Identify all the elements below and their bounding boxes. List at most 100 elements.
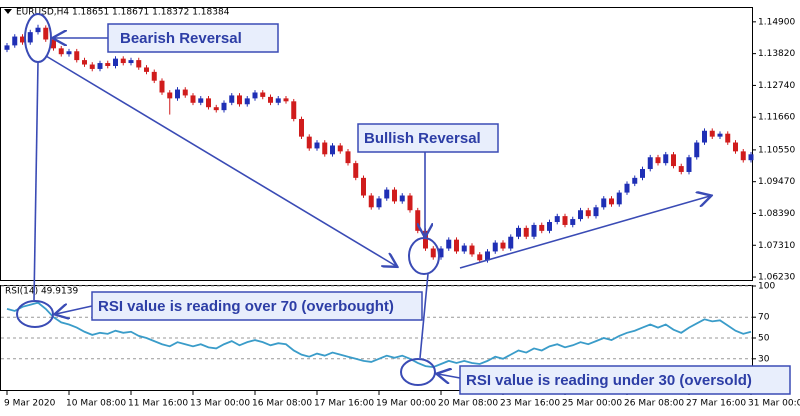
candle-body	[585, 210, 591, 217]
candle-body	[671, 154, 676, 167]
candle-body	[120, 58, 126, 64]
candle-body	[159, 80, 165, 93]
x-tick-label: 27 Mar 16:00	[686, 399, 746, 409]
candle-body	[624, 183, 630, 193]
candle-body	[167, 92, 173, 99]
connector	[419, 273, 429, 359]
annotation-box	[459, 365, 791, 395]
candle-body	[593, 207, 599, 217]
candle-body	[299, 118, 304, 137]
candle-body	[609, 198, 614, 205]
candle-body	[27, 32, 33, 43]
x-tick-label: 31 Mar 00:00	[748, 399, 800, 409]
candle-body	[601, 198, 607, 208]
candle-body	[469, 245, 475, 255]
candle-body	[663, 154, 669, 164]
x-tick-label: 10 Mar 08:00	[66, 399, 126, 409]
arrow	[438, 374, 461, 378]
candle-body	[198, 98, 204, 103]
x-tick-label: 20 Mar 08:00	[438, 399, 498, 409]
annotation-box	[107, 23, 279, 53]
candle-body	[175, 89, 180, 99]
x-tick-label: 13 Mar 00:00	[190, 399, 250, 409]
y-tick-label: 30	[758, 354, 770, 364]
candle-body	[4, 45, 10, 50]
candle-body	[128, 60, 134, 64]
candle-body	[182, 89, 188, 96]
candle-body	[345, 151, 351, 164]
y-tick-label: 1.07310	[758, 241, 795, 251]
annotation: RSI value is reading under 30 (oversold)	[466, 372, 752, 389]
x-tick-label: 19 Mar 00:00	[376, 399, 436, 409]
candle-body	[314, 142, 320, 149]
x-tick-label: 9 Mar 2020	[4, 399, 56, 409]
candle-body	[275, 98, 281, 103]
x-tick-label: 25 Mar 00:00	[562, 399, 622, 409]
trend-arrow	[45, 55, 396, 266]
candle-body	[330, 145, 335, 155]
candle-body	[477, 254, 483, 261]
x-tick-label: 11 Mar 16:00	[128, 399, 188, 409]
annotation: RSI value is reading over 70 (overbought…	[98, 298, 394, 315]
candle-body	[89, 64, 95, 69]
candle-body	[748, 154, 754, 161]
candle-body	[136, 60, 142, 68]
y-tick-label: 1.09470	[758, 177, 795, 187]
y-tick-label: 1.12740	[758, 81, 795, 91]
candle-body	[516, 227, 521, 237]
candle-body	[206, 98, 211, 108]
x-tick-label: 16 Mar 08:00	[252, 399, 312, 409]
candle-body	[97, 63, 103, 69]
candle-body	[229, 95, 235, 103]
candle-body	[252, 92, 258, 99]
candle-body	[485, 251, 490, 261]
candle-body	[740, 151, 746, 161]
annotation-box	[91, 291, 423, 321]
trend-arrow	[459, 196, 710, 269]
candle-body	[213, 107, 219, 111]
candle-body	[570, 219, 576, 225]
connector	[33, 61, 39, 301]
candle-body	[268, 96, 273, 103]
bullish-circle	[408, 237, 440, 275]
annotations: Bearish Reversal Bullish Reversal RSI va…	[16, 13, 791, 395]
candle-body	[35, 27, 41, 33]
candle-body	[709, 130, 715, 137]
x-tick-label: 26 Mar 08:00	[624, 399, 684, 409]
candle-body	[376, 198, 382, 208]
candle-body	[392, 189, 397, 202]
candle-body	[640, 169, 645, 178]
candle-body	[368, 195, 374, 208]
candle-body	[74, 51, 80, 61]
candle-body	[144, 67, 149, 72]
annotation: Bullish Reversal	[364, 130, 481, 147]
candle-body	[105, 63, 111, 66]
candle-body	[678, 166, 684, 172]
candle-body	[438, 248, 444, 258]
candle-body	[547, 222, 552, 231]
candle-body	[725, 133, 731, 143]
candle-body	[291, 101, 297, 119]
candle-body	[578, 210, 583, 220]
candle-body	[43, 27, 49, 40]
candle-body	[616, 192, 622, 205]
candle-body	[190, 95, 196, 103]
candle-body	[430, 248, 436, 258]
candle-body	[694, 142, 700, 158]
candle-body	[446, 239, 452, 249]
candle-body	[702, 130, 707, 143]
candle-body	[384, 189, 390, 199]
candle-body	[717, 133, 723, 137]
y-tick-label: 100	[758, 282, 775, 292]
x-tick-label: 23 Mar 16:00	[500, 399, 560, 409]
candle-body	[237, 95, 242, 105]
candle-body	[58, 48, 64, 55]
candle-body	[113, 58, 118, 66]
y-tick-label: 1.13820	[758, 49, 795, 59]
candle-body	[461, 245, 467, 252]
candle-body	[415, 210, 421, 231]
menu-triangle	[4, 9, 12, 14]
candle-body	[454, 239, 459, 252]
candle-body	[508, 236, 514, 249]
